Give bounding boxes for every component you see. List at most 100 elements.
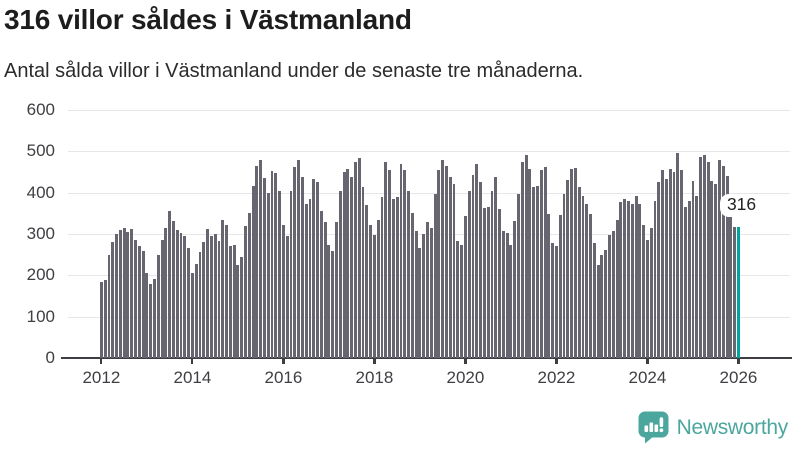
- chart-bar: [107, 254, 111, 358]
- chart-bar: [429, 227, 433, 358]
- chart-bar: [388, 169, 392, 358]
- chart-bar: [126, 231, 130, 358]
- chart-bar: [706, 162, 710, 358]
- chart-bar: [137, 245, 141, 358]
- chart-bar: [115, 234, 118, 358]
- x-tick-label: 2018: [355, 368, 394, 387]
- chart-bar: [645, 239, 649, 358]
- newsworthy-icon: [638, 411, 669, 444]
- chart-bar: [270, 171, 274, 358]
- chart-bar: [346, 168, 350, 358]
- x-tick: [555, 358, 558, 364]
- gridline: [68, 151, 790, 153]
- chart-bar: [316, 182, 319, 358]
- chart-bar: [486, 206, 490, 358]
- chart-bar: [433, 193, 437, 358]
- chart-bar: [206, 228, 210, 358]
- chart-bar: [452, 184, 456, 358]
- chart-bar: [672, 172, 676, 358]
- chart-bar: [714, 184, 718, 358]
- chart-bar: [570, 168, 574, 358]
- chart-bar: [164, 227, 168, 358]
- chart-bar: [520, 161, 524, 358]
- chart-bar: [577, 187, 581, 358]
- chart-bar: [278, 190, 282, 358]
- chart-bar: [642, 224, 646, 358]
- chart-bar: [122, 227, 126, 358]
- chart-bar: [695, 195, 699, 358]
- chart-bar: [676, 153, 680, 358]
- chart-bar: [721, 166, 725, 358]
- chart-bar: [403, 169, 407, 358]
- chart-bar: [175, 229, 179, 358]
- chart-bar: [399, 163, 403, 358]
- chart-bar: [543, 167, 547, 358]
- chart-bar: [619, 202, 623, 358]
- chart-bar: [160, 240, 164, 358]
- chart-bar: [263, 178, 266, 358]
- chart-bar: [422, 234, 426, 358]
- chart-bar: [118, 229, 122, 358]
- chart-bar: [240, 256, 244, 358]
- chart-bar: [649, 227, 653, 358]
- chart-bar: [630, 204, 634, 358]
- chart-bar: [285, 236, 289, 358]
- x-tick: [282, 358, 285, 364]
- chart-bar: [357, 158, 361, 358]
- chart-bar: [145, 273, 149, 358]
- y-tick-label: 300: [26, 224, 55, 243]
- chart-bar: [494, 177, 498, 358]
- chart-bar: [691, 181, 695, 358]
- chart-bar: [418, 248, 422, 358]
- chart-bar: [585, 204, 589, 358]
- chart-bar: [517, 193, 520, 358]
- chart-bar: [718, 160, 721, 358]
- chart-bar: [448, 177, 452, 358]
- chart-bar: [554, 246, 558, 358]
- chart-bar: [331, 250, 335, 358]
- chart-bar: [532, 187, 536, 358]
- x-tick: [100, 358, 103, 364]
- brand-name: Newsworthy: [676, 415, 789, 439]
- x-tick: [646, 358, 649, 364]
- chart-bar: [634, 195, 638, 358]
- y-tick-label: 400: [26, 182, 55, 202]
- chart-bar: [342, 172, 346, 358]
- chart-bar: [297, 159, 301, 358]
- chart-bar: [225, 224, 228, 358]
- chart-bar: [99, 281, 103, 358]
- chart-bar: [304, 204, 308, 358]
- gridline: [68, 192, 790, 194]
- chart-bar: [171, 220, 175, 358]
- chart-bar: [608, 234, 611, 358]
- chart-bar: [505, 232, 509, 358]
- chart-bar: [247, 213, 251, 358]
- chart-bar: [217, 241, 221, 358]
- chart-bar: [498, 209, 501, 358]
- chart-bar: [536, 185, 539, 358]
- chart-bar: [338, 190, 342, 358]
- chart-bar: [460, 244, 464, 358]
- chart-bar: [289, 190, 293, 358]
- chart-bar: [589, 214, 592, 358]
- chart-bar: [471, 175, 475, 358]
- chart-bar: [558, 215, 562, 358]
- chart-bar-highlight: [737, 227, 740, 358]
- chart-bar: [611, 231, 615, 358]
- chart-bar: [463, 216, 467, 358]
- chart-bar: [372, 234, 376, 358]
- x-tick-label: 2014: [173, 368, 212, 387]
- chart-bar: [194, 263, 198, 358]
- chart-subtitle: Antal sålda villor i Västmanland under d…: [4, 60, 584, 82]
- chart-bar: [680, 169, 684, 358]
- chart-bar: [244, 225, 247, 358]
- x-tick-label: 2024: [628, 368, 667, 387]
- chart-bar: [687, 200, 691, 358]
- value-annotation: 316: [719, 194, 764, 218]
- chart-bar: [266, 192, 270, 358]
- chart-bar: [190, 273, 194, 358]
- chart-bar: [153, 278, 156, 358]
- x-tick-label: 2022: [537, 368, 576, 387]
- chart-bar: [319, 211, 323, 358]
- gridline: [68, 316, 790, 318]
